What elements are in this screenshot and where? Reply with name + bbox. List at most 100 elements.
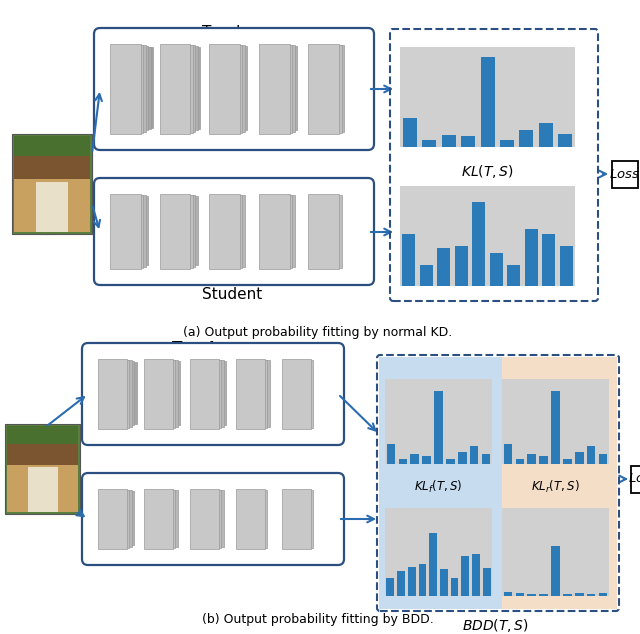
Bar [504,592,512,596]
Bar [308,44,339,134]
Bar [118,46,148,130]
Bar [558,134,572,147]
Bar [599,593,607,596]
Bar [266,46,297,130]
Bar [461,556,469,596]
Bar [387,444,396,464]
Bar [502,357,617,609]
Bar [587,594,595,596]
Bar [440,569,448,596]
Text: Student: Student [171,534,239,549]
Bar [100,489,129,548]
Bar [400,47,575,147]
Bar [144,489,173,549]
Bar [120,46,151,129]
Bar [110,194,141,269]
Bar [167,196,198,265]
Text: $KL_f(T, S)$: $KL_f(T, S)$ [414,479,462,495]
Bar [162,44,193,133]
Bar [103,360,132,427]
Bar [308,194,339,269]
Text: Teacher: Teacher [202,25,262,40]
Bar [259,194,289,269]
Bar [540,456,548,464]
Bar [198,361,226,425]
Bar [264,45,294,131]
Bar [434,391,443,464]
Bar [147,359,175,428]
Bar [212,44,243,133]
Bar [385,508,492,596]
Bar [461,136,475,147]
Text: $BDD(T, S)$: $BDD(T, S)$ [461,617,529,634]
Bar [118,196,148,265]
Bar [149,490,177,547]
Bar [410,455,419,464]
Bar [420,265,433,286]
Bar [28,467,58,512]
Bar [239,359,267,428]
Bar [14,137,90,179]
Bar [385,379,492,464]
Bar [612,161,638,188]
Bar [170,46,200,129]
Bar [7,426,78,444]
Bar [455,246,468,286]
Bar [193,359,221,428]
Bar [500,140,514,147]
Bar [539,123,553,147]
Bar [282,489,310,549]
Bar [399,459,407,464]
Bar [472,202,485,286]
Bar [36,182,68,232]
Bar [470,446,479,464]
Text: (a) Output probability fitting by normal KD.: (a) Output probability fitting by normal… [184,326,452,339]
Bar [98,359,127,429]
Bar [7,427,78,465]
Bar [164,45,195,131]
Bar [164,195,195,266]
FancyBboxPatch shape [82,473,344,565]
Bar [587,446,595,464]
Bar [490,253,502,286]
Bar [387,578,394,596]
Bar [403,233,415,286]
Bar [261,195,292,268]
Bar [314,45,344,131]
Bar [551,391,560,464]
FancyBboxPatch shape [82,343,344,445]
Bar [502,379,609,464]
Bar [599,455,607,464]
Bar [560,246,573,286]
Bar [106,491,134,545]
Bar [563,594,572,596]
Bar [502,508,609,596]
Bar [446,459,454,464]
Bar [115,195,146,266]
Bar [159,194,190,269]
Bar [540,594,548,596]
Bar [106,361,134,425]
Bar [422,456,431,464]
Bar [239,489,267,548]
Bar [516,459,524,464]
Bar [217,46,248,130]
Bar [167,46,198,130]
Bar [483,568,490,596]
Bar [195,360,223,427]
Bar [543,233,555,286]
Bar [264,195,294,266]
Bar [525,229,538,286]
Text: Teacher: Teacher [172,341,239,356]
Bar [285,489,313,548]
Bar [209,44,240,134]
Bar [259,44,289,134]
Bar [98,489,127,549]
Bar [563,459,572,464]
Bar [108,361,136,424]
Bar [285,359,313,428]
Bar [241,360,269,427]
Bar [236,359,264,429]
Bar [551,546,560,596]
Bar [110,44,141,134]
